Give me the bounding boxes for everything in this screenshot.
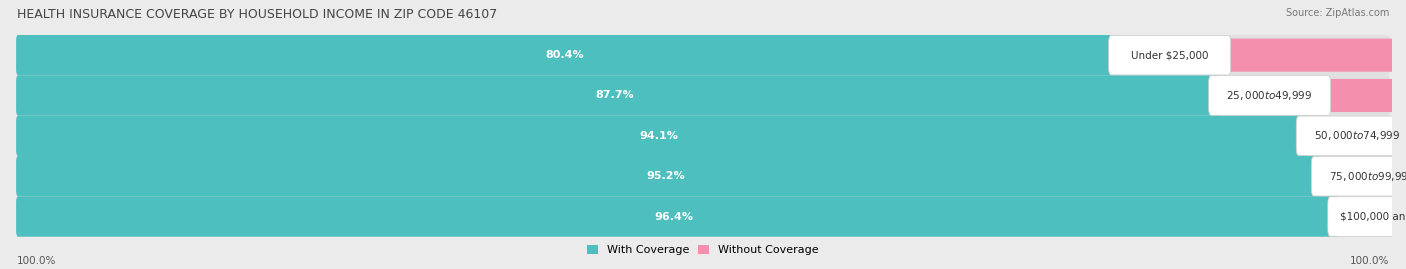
FancyBboxPatch shape <box>1312 156 1406 196</box>
Text: $50,000 to $74,999: $50,000 to $74,999 <box>1315 129 1400 142</box>
FancyBboxPatch shape <box>1275 79 1406 112</box>
Text: 80.4%: 80.4% <box>546 50 583 60</box>
Text: $25,000 to $49,999: $25,000 to $49,999 <box>1226 89 1313 102</box>
FancyBboxPatch shape <box>15 156 1391 196</box>
FancyBboxPatch shape <box>1175 38 1406 72</box>
Text: Source: ZipAtlas.com: Source: ZipAtlas.com <box>1285 8 1389 18</box>
Text: Under $25,000: Under $25,000 <box>1130 50 1208 60</box>
FancyBboxPatch shape <box>15 196 1391 237</box>
Text: 96.4%: 96.4% <box>655 211 693 222</box>
Text: 94.1%: 94.1% <box>638 131 678 141</box>
FancyBboxPatch shape <box>1296 116 1406 155</box>
Text: 95.2%: 95.2% <box>647 171 685 181</box>
Text: 87.7%: 87.7% <box>595 90 634 101</box>
FancyBboxPatch shape <box>1327 197 1406 236</box>
Text: $100,000 and over: $100,000 and over <box>1340 211 1406 222</box>
Text: HEALTH INSURANCE COVERAGE BY HOUSEHOLD INCOME IN ZIP CODE 46107: HEALTH INSURANCE COVERAGE BY HOUSEHOLD I… <box>17 8 498 21</box>
FancyBboxPatch shape <box>15 35 1121 75</box>
FancyBboxPatch shape <box>15 116 1308 156</box>
FancyBboxPatch shape <box>15 196 1339 237</box>
Text: 100.0%: 100.0% <box>1350 256 1389 266</box>
FancyBboxPatch shape <box>15 156 1323 196</box>
FancyBboxPatch shape <box>1395 200 1406 233</box>
Text: $75,000 to $99,999: $75,000 to $99,999 <box>1329 170 1406 183</box>
FancyBboxPatch shape <box>1364 119 1406 152</box>
FancyBboxPatch shape <box>1378 160 1406 193</box>
FancyBboxPatch shape <box>15 116 1391 156</box>
Legend: With Coverage, Without Coverage: With Coverage, Without Coverage <box>588 245 818 255</box>
FancyBboxPatch shape <box>15 75 1220 116</box>
Text: 100.0%: 100.0% <box>17 256 56 266</box>
FancyBboxPatch shape <box>15 35 1391 75</box>
FancyBboxPatch shape <box>1209 76 1330 115</box>
FancyBboxPatch shape <box>1108 35 1230 75</box>
FancyBboxPatch shape <box>15 75 1391 116</box>
